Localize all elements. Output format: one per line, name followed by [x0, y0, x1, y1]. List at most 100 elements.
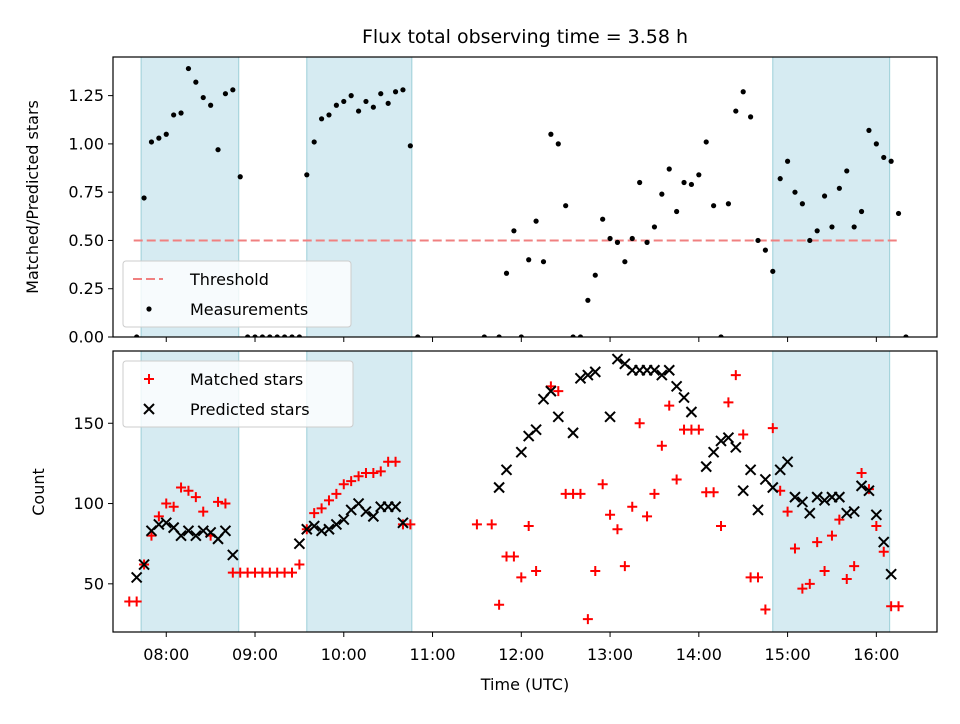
- matched-stars-point: [494, 599, 505, 610]
- measurement-point: [348, 93, 354, 99]
- measurement-point: [784, 158, 791, 164]
- y-tick-label: 0.50: [68, 231, 104, 250]
- matched-stars-point: [516, 572, 527, 583]
- matched-stars-point: [789, 543, 800, 554]
- measurement-point: [481, 334, 487, 337]
- legend-label: Matched stars: [190, 370, 303, 389]
- measurement-point: [755, 237, 761, 244]
- predicted-stars-point: [130, 571, 143, 584]
- measurement-point: [245, 334, 251, 337]
- measurement-point: [148, 139, 155, 145]
- x-tick-label: 15:00: [765, 645, 811, 664]
- bottom-y-axis-label: Count: [29, 468, 48, 516]
- y-tick-label: 0.75: [68, 183, 104, 202]
- predicted-stars-point: [730, 441, 742, 454]
- measurement-point: [888, 158, 894, 164]
- y-tick-label: 100: [73, 494, 104, 513]
- measurement-point: [711, 203, 717, 209]
- measurement-point: [851, 224, 857, 230]
- matched-stars-point: [353, 471, 364, 482]
- x-axis-label: Time (UTC): [480, 675, 569, 694]
- matched-stars-point: [346, 476, 357, 487]
- predicted-stars-point: [227, 549, 239, 561]
- measurement-point: [156, 135, 162, 141]
- measurement-point: [659, 191, 665, 197]
- matched-stars-point: [597, 479, 608, 490]
- measurement-point: [178, 110, 184, 116]
- matched-stars-point: [612, 524, 623, 535]
- predicted-stars-point: [848, 505, 860, 518]
- predicted-stars-point: [737, 484, 749, 497]
- measurement-point: [208, 102, 214, 108]
- measurement-point: [511, 228, 517, 234]
- matched-stars-point: [752, 572, 763, 583]
- measurement-point: [829, 224, 835, 230]
- measurement-point: [304, 172, 310, 178]
- measurement-point: [873, 141, 879, 147]
- matched-stars-point: [323, 495, 334, 506]
- measurement-point: [674, 208, 680, 215]
- matched-stars-point: [627, 501, 638, 512]
- matched-stars-point: [664, 400, 675, 411]
- measurement-point: [296, 334, 302, 337]
- measurement-point: [629, 235, 635, 242]
- predicted-stars-point: [678, 391, 690, 404]
- predicted-stars-point: [670, 380, 683, 393]
- predicted-stars-point: [700, 460, 712, 473]
- observing-window-band: [772, 56, 891, 338]
- matched-stars-point: [782, 506, 793, 517]
- measurement-point: [518, 334, 524, 337]
- matched-stars-point: [723, 397, 734, 408]
- predicted-stars-point: [722, 432, 735, 444]
- measurement-point: [540, 259, 547, 265]
- matched-stars-point: [331, 488, 342, 499]
- predicted-stars-point: [574, 372, 587, 385]
- matched-stars-point: [309, 508, 320, 519]
- measurement-point: [696, 172, 702, 178]
- matched-stars-point: [634, 418, 645, 429]
- predicted-stars-point: [360, 505, 372, 518]
- measurement-point: [134, 334, 140, 337]
- measurement-point: [600, 216, 606, 222]
- measurement-point: [215, 147, 221, 153]
- matched-stars-point: [797, 583, 808, 594]
- predicted-stars-point: [160, 517, 172, 529]
- measurement-point: [400, 87, 406, 93]
- x-tick-label: 09:00: [232, 645, 278, 664]
- predicted-stars-point: [796, 496, 809, 508]
- measurement-point: [651, 224, 658, 230]
- matched-stars-point: [708, 487, 719, 498]
- measurement-point: [770, 268, 776, 274]
- matched-stars-point: [176, 482, 187, 493]
- x-tick-label: 13:00: [587, 645, 633, 664]
- measurement-point: [895, 210, 902, 217]
- predicted-stars-point: [330, 518, 343, 531]
- plot-frame: [112, 56, 938, 338]
- predicted-stars-point: [397, 517, 409, 529]
- measurement-point: [607, 235, 613, 242]
- measurement-point: [614, 239, 621, 245]
- measurement-point: [267, 334, 273, 337]
- matched-stars-point: [508, 551, 519, 562]
- matched-stars-point: [375, 466, 386, 477]
- measurement-point: [200, 94, 206, 101]
- predicted-stars-point: [323, 523, 335, 535]
- measurement-point: [681, 179, 687, 186]
- matched-stars-point: [834, 514, 845, 525]
- measurement-point: [688, 181, 695, 188]
- measurement-point: [703, 139, 709, 145]
- data-layer: [133, 65, 909, 337]
- measurement-point: [274, 334, 280, 337]
- x-tick-label: 12:00: [498, 645, 544, 664]
- matched-stars-point: [649, 488, 660, 499]
- measurement-point: [171, 112, 177, 118]
- matched-stars-point: [161, 498, 172, 509]
- measurement-point: [141, 195, 147, 201]
- predicted-stars-point: [545, 385, 557, 397]
- matched-stars-point: [553, 386, 564, 397]
- measurement-point: [282, 334, 288, 337]
- measurement-point: [637, 179, 643, 186]
- data-layer: [124, 353, 904, 625]
- matched-stars-point: [693, 424, 704, 435]
